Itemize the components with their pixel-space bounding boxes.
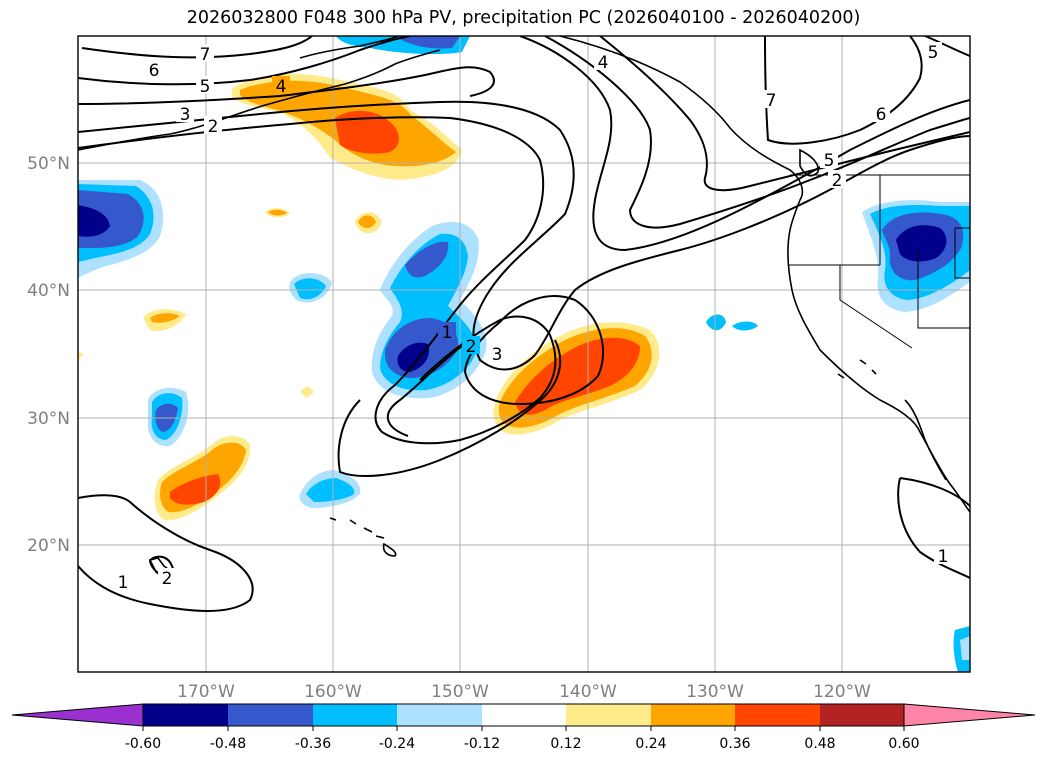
pv-label: 7 [200,45,211,65]
colorbar-segment [228,704,313,726]
latitude-labels: 50°N 40°N 30°N 20°N [27,154,70,556]
lon-label: 160°W [304,682,362,702]
coastlines [78,36,970,579]
colorbar-tick-label: -0.24 [379,736,415,752]
political-borders [788,174,970,349]
pv-label: 6 [149,61,160,81]
pv-label: 2 [832,171,843,191]
colorbar-tick-label: -0.48 [210,736,246,752]
colorbar-tick-label: 0.36 [719,736,750,752]
lon-label: 140°W [559,682,617,702]
lat-label: 20°N [27,536,70,556]
pv-contour-labels: 7 6 5 4 3 2 4 7 6 5 2 5 1 2 3 1 2 1 [114,42,952,593]
colorbar-segment [651,704,735,726]
map-title: 2026032800 F048 300 hPa PV, precipitatio… [186,8,861,28]
colorbar: -0.60 -0.48 -0.36 -0.24 -0.12 0.12 0.24 … [11,703,1036,752]
pv-label: 3 [180,105,191,125]
graticule [78,36,970,672]
colorbar-tick-label: 0.48 [804,736,835,752]
colorbar-segment [566,704,651,726]
colorbar-tick-label: -0.36 [295,736,331,752]
colorbar-segment [820,704,904,726]
lat-label: 30°N [27,409,70,429]
lon-label: 120°W [813,682,871,702]
pv-label: 5 [824,151,835,171]
colorbar-tick-label: 0.12 [550,736,581,752]
colorbar-segment [143,704,228,726]
pv-label: 4 [276,77,287,97]
pv-label: 1 [938,547,949,567]
colorbar-segment [482,704,566,726]
pv-label: 5 [928,43,939,63]
colorbar-tick-label: -0.12 [464,736,500,752]
colorbar-segment [735,704,820,726]
pv-contours [78,36,970,612]
plot-area: 7 6 5 4 3 2 4 7 6 5 2 5 1 2 3 1 2 1 [78,36,970,672]
pv-label: 2 [162,569,173,589]
pv-label: 1 [442,323,453,343]
precip-shading [78,36,970,672]
lon-label: 170°W [177,682,235,702]
plot-frame [77,35,971,673]
pv-label: 5 [200,77,211,97]
pv-label: 4 [598,53,609,73]
colorbar-tick-label: 0.24 [635,736,666,752]
lat-label: 50°N [27,154,70,174]
colorbar-tick-label: 0.60 [888,736,919,752]
lon-label: 150°W [431,682,489,702]
longitude-labels: 170°W 160°W 150°W 140°W 130°W 120°W [177,682,871,702]
pv-label: 2 [208,117,219,137]
lon-label: 130°W [686,682,744,702]
pv-label: 7 [766,91,777,111]
colorbar-segment [313,704,397,726]
colorbar-extend-low [11,703,144,727]
pv-label: 3 [492,345,503,365]
lat-label: 40°N [27,281,70,301]
colorbar-extend-high [903,703,1036,727]
colorbar-tick-label: -0.60 [125,736,161,752]
pv-label: 6 [876,105,887,125]
colorbar-segment [397,704,482,726]
pv-label: 1 [118,573,129,593]
pv-label: 2 [466,337,477,357]
